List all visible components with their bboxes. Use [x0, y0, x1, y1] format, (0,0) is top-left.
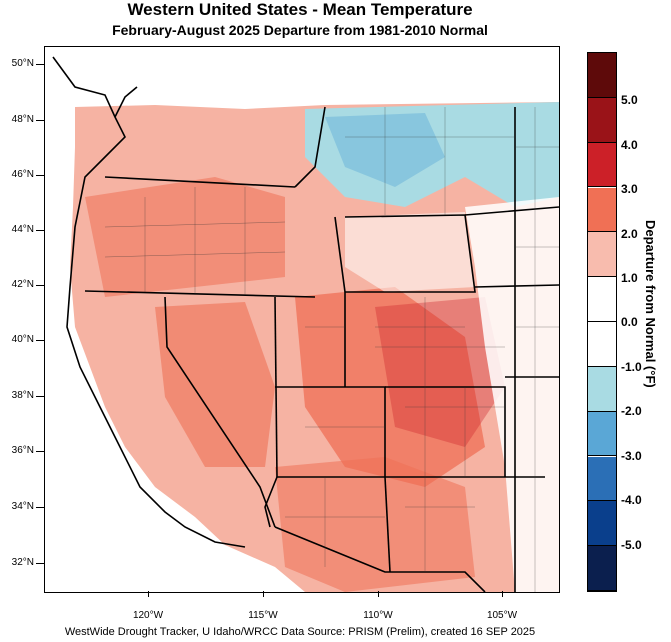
map-subtitle: February-August 2025 Departure from 1981…	[112, 22, 488, 38]
id-wy-border	[334, 216, 346, 293]
lat-tick	[36, 120, 44, 121]
lat-tick	[36, 285, 44, 286]
colorbar-label: -5.0	[621, 538, 642, 552]
id-mt-border	[294, 106, 326, 188]
colorbar-label: 2.0	[621, 227, 638, 241]
colorbar-swatch	[588, 187, 616, 233]
colorbar-swatch	[588, 501, 616, 547]
colorbar-title: Departure from Normal (°F)	[643, 220, 658, 388]
wyoming-border	[344, 214, 476, 293]
colorbar-label: 4.0	[621, 138, 638, 152]
warm-patch-nevada	[155, 302, 275, 467]
puget-sound	[114, 86, 138, 118]
lat-label-36: 36°N	[11, 445, 34, 456]
county-lines	[104, 107, 559, 592]
colorbar-swatch	[588, 366, 616, 412]
warm-patch-oregon	[85, 177, 285, 297]
colorbar-swatch	[588, 53, 616, 98]
map-title: Western United States - Mean Temperature	[127, 0, 473, 19]
colorbar-label: -4.0	[621, 493, 642, 507]
lat-label-42: 42°N	[11, 279, 34, 290]
lat-label-50: 50°N	[11, 58, 34, 69]
lat-tick	[36, 451, 44, 452]
colorbar-label: 0.0	[621, 315, 638, 329]
neutral-east	[465, 197, 559, 592]
lat-label-44: 44°N	[11, 224, 34, 235]
colorbar-label: 1.0	[621, 271, 638, 285]
temperature-departure-map	[44, 46, 560, 593]
pacific-coastline	[52, 56, 246, 548]
colorbar-label: -3.0	[621, 449, 642, 463]
lon-tick	[378, 591, 379, 597]
lat-label-40: 40°N	[11, 334, 34, 345]
lat-tick	[36, 230, 44, 231]
lon-label-105: 105°W	[486, 610, 518, 621]
state-boundaries	[52, 56, 559, 592]
colorbar-label: 3.0	[621, 182, 638, 196]
lat-label-34: 34°N	[11, 501, 34, 512]
neutral-wyoming	[345, 212, 475, 292]
colorbar-swatch	[588, 142, 616, 188]
lat-tick	[36, 340, 44, 341]
mt-dakota-border	[464, 206, 559, 216]
colorado-river	[264, 476, 278, 528]
lat-label-46: 46°N	[11, 169, 34, 180]
colorbar-swatch	[588, 322, 616, 367]
sd-ne-border	[474, 284, 559, 288]
ca-nv-border	[164, 296, 276, 528]
lon-label-110: 110°W	[363, 610, 393, 621]
colorbar-label: -1.0	[621, 360, 642, 374]
lon-label-120: 120°W	[132, 610, 164, 621]
lat-label-38: 38°N	[11, 390, 34, 401]
lon-tick	[263, 591, 264, 597]
lat-tick	[36, 563, 44, 564]
lat-tick	[36, 507, 44, 508]
or-ca-nv-id-border	[84, 290, 316, 298]
colorbar-swatch	[588, 232, 616, 278]
colorbar	[587, 52, 617, 592]
source-credit: WestWide Drought Tracker, U Idaho/WRCC D…	[64, 626, 536, 638]
lon-label-115: 115°W	[248, 610, 278, 621]
lat-tick	[36, 396, 44, 397]
lon-tick	[502, 591, 503, 597]
colorbar-swatch	[588, 277, 616, 322]
colorbar-swatch	[588, 546, 616, 591]
colorbar-label: -2.0	[621, 404, 642, 418]
colorbar-label: 5.0	[621, 93, 638, 107]
lat-tick	[36, 64, 44, 65]
lat-label-48: 48°N	[11, 114, 34, 125]
az-nm-border	[384, 476, 391, 573]
lon-tick	[148, 591, 149, 597]
map-canvas	[45, 47, 559, 592]
warm-patch-colorado	[375, 297, 505, 447]
lat-label-32: 32°N	[11, 557, 34, 568]
lat-tick	[36, 175, 44, 176]
wa-or-border	[104, 176, 296, 188]
colorbar-swatch	[588, 411, 616, 457]
colorbar-swatch	[588, 97, 616, 143]
colorbar-swatch	[588, 456, 616, 502]
